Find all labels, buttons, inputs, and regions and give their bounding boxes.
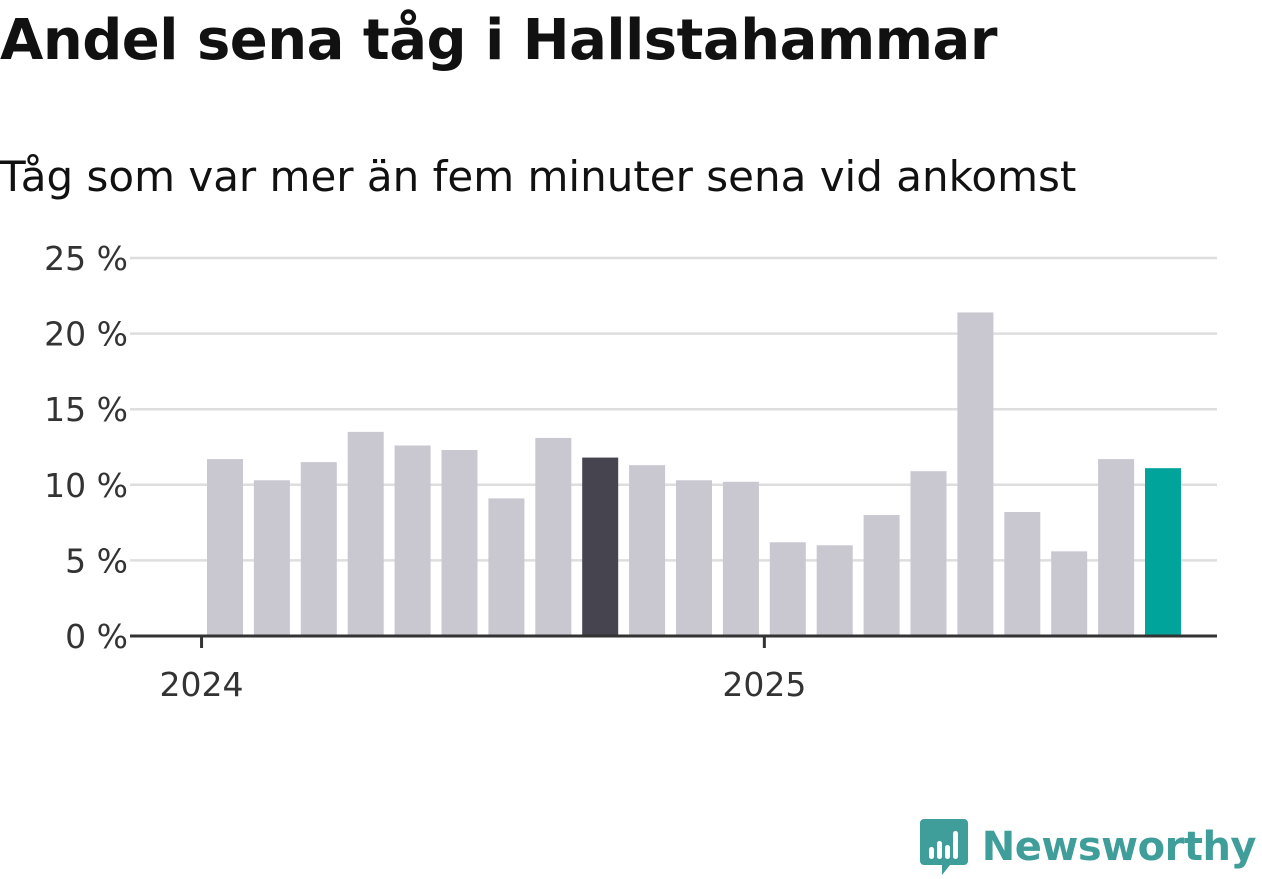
bar (1004, 512, 1041, 636)
y-tick-label: 15 % (44, 390, 128, 429)
y-tick-labels: 0 % 5 % 10 % 15 % 20 % 25 % (44, 239, 128, 656)
chart-title: Andel sena tåg i Hallstahammar (0, 8, 997, 73)
newsworthy-logo: Newsworthy (919, 817, 1257, 877)
y-tick-label: 25 % (44, 239, 128, 278)
bar (441, 450, 478, 636)
bar (582, 457, 619, 636)
bar (769, 542, 806, 636)
bar (722, 481, 759, 636)
x-tick-labels: 2024 2025 (160, 665, 807, 704)
y-tick-label: 20 % (44, 315, 128, 354)
bar (347, 431, 384, 636)
logo-text: Newsworthy (981, 824, 1257, 870)
x-axis (130, 634, 1217, 648)
y-tick-label: 10 % (44, 466, 128, 505)
bar (300, 462, 337, 636)
bar (816, 545, 853, 636)
bar (1098, 459, 1135, 636)
y-tick-label: 5 % (65, 541, 128, 580)
bar (957, 312, 994, 636)
bar (1051, 551, 1088, 636)
bar (1145, 468, 1181, 636)
x-tick-label: 2024 (160, 665, 244, 704)
bar (207, 459, 243, 636)
bars (207, 312, 1181, 636)
chart-subtitle: Tåg som var mer än fem minuter sena vid … (0, 152, 1077, 201)
bar-chart-speech-bubble-icon (919, 819, 968, 875)
bar (535, 437, 572, 636)
bar (629, 465, 666, 636)
bar (488, 498, 525, 636)
bar (863, 515, 900, 636)
bar (253, 480, 290, 636)
bar (910, 471, 947, 636)
bar (394, 445, 431, 636)
gridlines (130, 256, 1217, 562)
bar (676, 480, 712, 636)
y-tick-label: 0 % (65, 617, 128, 656)
x-tick-label: 2025 (722, 665, 806, 704)
